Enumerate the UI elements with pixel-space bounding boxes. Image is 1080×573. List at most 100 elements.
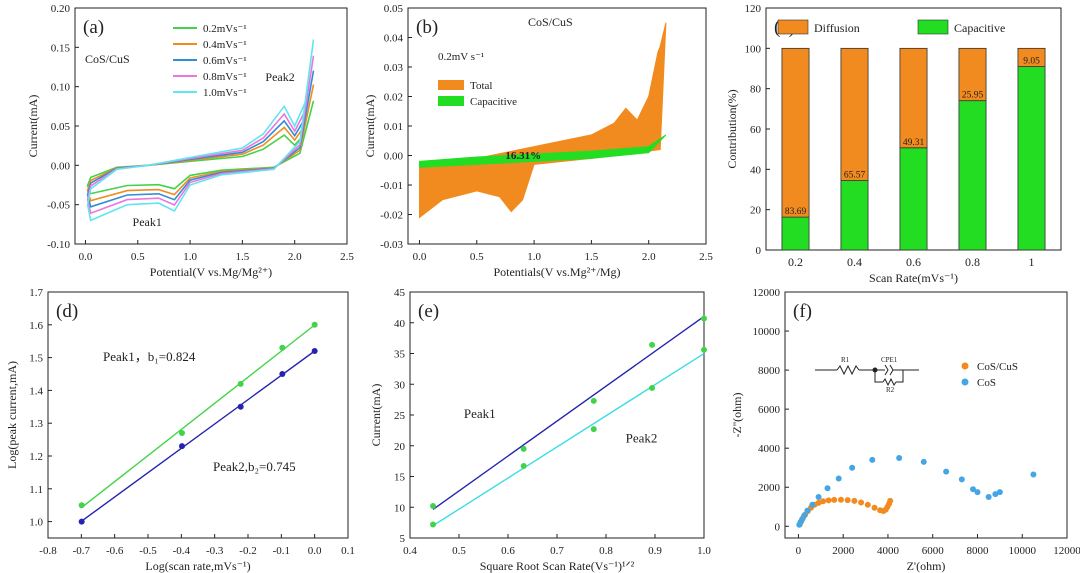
circuit-label: R2 [886,386,895,394]
data-point [520,463,527,470]
y-tick-label: 0.05 [51,121,71,133]
y-tick-label: 100 [745,43,762,55]
x-tick-label: -0.6 [106,545,124,557]
x-tick-label: 1 [1029,255,1035,269]
x-tick-label: 2.5 [699,251,713,263]
y-tick-label: 0.00 [51,160,71,172]
bar-diffusion [840,47,869,181]
data-point [849,464,856,471]
data-point [590,426,597,433]
bar-diffusion [899,47,928,149]
cpe-element [884,364,894,376]
data-point [237,403,244,410]
cv-curve [86,100,315,195]
panel-label: (e) [418,301,439,322]
x-tick-label: 1.5 [585,251,599,263]
x-tick-label: 1.0 [527,251,541,263]
x-tick-label: 2000 [832,545,855,557]
y-tick-label: 12000 [753,287,781,299]
y-axis-label: Log(peak current,mA) [5,361,19,469]
panel-f: 0 2000 4000 6000 8000 10000 12000 0 2000 4000 6000… [730,287,1080,573]
x-tick-label: -0.3 [206,545,224,557]
legend-label: 0.4mVs⁻¹ [203,39,247,51]
plot-frame [47,291,349,539]
plot-frame [409,291,705,539]
panel-label: (f) [793,301,812,322]
x-tick-label: 0.0 [308,545,322,557]
y-tick-label: 4000 [758,443,781,455]
y-tick-label: 0.04 [384,33,404,45]
y-tick-label: 0.15 [51,42,71,54]
resistor-r1 [836,364,860,376]
data-point [820,498,827,505]
x-tick-label: -0.8 [39,545,57,557]
y-tick-label: 20 [394,441,406,453]
y-tick-label: 1.5 [29,353,43,365]
x-tick-label: 0.6 [906,255,921,269]
y-tick-label: 0.01 [384,121,403,133]
data-point [649,341,656,348]
wire [896,370,904,383]
data-point [992,491,999,498]
y-tick-label: 80 [750,84,762,96]
legend-label: 0.8mVs⁻¹ [203,71,247,83]
data-point [958,476,965,483]
legend-label: 1.0mVs⁻¹ [203,87,247,99]
data-point [970,486,976,493]
legend-swatch [438,96,464,106]
bar-value-label: 49.31 [903,138,925,148]
sample-annotation: CoS/CuS [85,52,130,66]
y-tick-label: 10 [394,502,406,514]
x-tick-label: 0.5 [452,545,466,557]
cv-curve [86,55,315,215]
plot-frame [784,291,1068,539]
fit-line [432,352,705,527]
x-tick-label: 0.7 [550,545,564,557]
y-tick-label: 0.10 [51,82,71,94]
data-point [996,489,1003,496]
x-tick-label: 0.1 [341,545,355,557]
legend-label: Diffusion [814,21,860,35]
data-point [179,430,185,437]
panel-e: 0.4 0.5 0.6 0.7 0.8 0.9 1.0 5 10 15 20 25 30 35 40 45 Sq… [369,287,711,573]
legend-label: CoS/CuS [977,361,1018,373]
fit-label: Peak2,b₂=0.745 [213,459,296,474]
y-tick-label: 0.03 [384,62,404,74]
bar-value-label: 65.57 [844,171,866,181]
fit-label: Peak2 [626,431,658,446]
panel-d: -0.8 -0.7 -0.6 -0.5 -0.4 -0.3 -0.2 -0.1 0.0 0.1 1.… [5,287,355,573]
x-tick-label: 1.0 [183,251,197,263]
data-point [701,346,707,353]
x-axis-label: Potentials(V vs.Mg²⁺/Mg) [493,265,620,279]
data-point [831,496,838,503]
y-tick-label: 1.3 [29,418,43,430]
cv-curve [86,70,315,208]
x-tick-label: 0.8 [965,255,980,269]
y-axis-label: Current(mA) [363,95,377,158]
x-tick-label: 8000 [966,545,989,557]
x-tick-label: 12000 [1053,545,1080,557]
legend-swatch [961,378,969,386]
x-tick-label: 0.0 [79,251,93,263]
y-tick-label: -0.01 [380,180,403,192]
y-tick-label: 60 [750,124,762,136]
x-tick-label: 0 [796,545,802,557]
y-tick-label: -0.03 [380,239,403,251]
y-tick-label: 30 [394,379,406,391]
panel-a: 0.0 0.5 1.0 1.5 2.0 2.5 -0.10 -0.05 0.00 0.05 0.10… [26,3,354,279]
bar-value-label: 83.69 [785,207,807,217]
x-tick-label: 1.0 [697,545,711,557]
panel-c: 0.2 0.4 0.6 0.8 1 0 20 40 60 80 100 120 Scan Rate(mV… [725,3,1062,285]
total-area [419,22,667,219]
y-axis-label: -Z''(ohm) [730,393,744,438]
data-point [78,518,85,525]
data-point [179,443,185,450]
data-point [701,315,707,322]
capacitive-area [419,134,667,168]
peak-label: Peak2 [265,70,294,84]
y-axis-label: Current(mA) [369,384,383,447]
x-tick-label: 0.0 [413,251,427,263]
y-tick-label: 0.05 [384,3,404,15]
y-tick-label: 0.00 [384,151,404,163]
bar-diffusion [958,47,987,102]
